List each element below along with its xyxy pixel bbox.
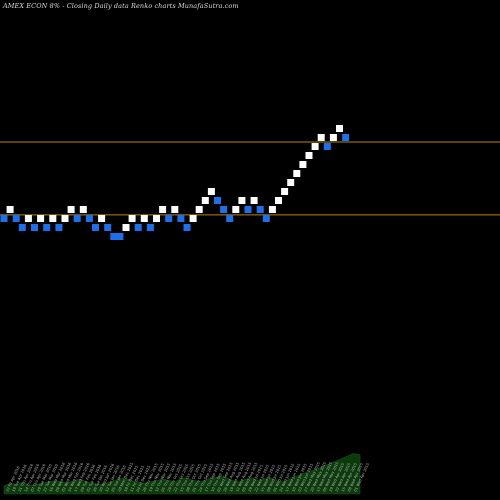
renko-brick-up [268, 206, 276, 213]
volume-area [3, 453, 361, 495]
renko-brick-down [85, 215, 93, 222]
renko-brick-down [110, 233, 118, 240]
renko-brick-down [31, 224, 38, 231]
renko-brick-down [214, 197, 221, 204]
renko-brick-up [98, 215, 106, 222]
renko-brick-down [226, 215, 234, 222]
renko-brick-up [6, 206, 14, 213]
renko-brick-up [79, 206, 87, 213]
renko-brick-down [323, 143, 331, 150]
renko-brick-up [171, 206, 179, 213]
renko-brick-up [293, 170, 301, 177]
renko-brick-down [116, 233, 124, 240]
renko-brick-up [329, 134, 337, 141]
renko-brick-up [305, 152, 313, 159]
renko-brick-up [232, 206, 240, 213]
renko-brick-up [61, 215, 69, 222]
renko-brick-up [238, 197, 246, 204]
renko-bricks [0, 125, 350, 240]
renko-brick-up [317, 134, 325, 141]
renko-brick-down [165, 215, 173, 222]
renko-brick-down [55, 224, 63, 231]
renko-brick-up [281, 188, 289, 195]
renko-brick-down [256, 206, 264, 213]
renko-brick-down [92, 224, 99, 231]
renko-brick-up [122, 224, 130, 231]
renko-brick-down [134, 224, 142, 231]
renko-brick-up [195, 206, 203, 213]
renko-brick-down [177, 215, 185, 222]
renko-brick-up [24, 215, 32, 222]
renko-brick-down [0, 215, 8, 222]
renko-brick-up [189, 215, 197, 222]
renko-brick-up [250, 197, 258, 204]
renko-brick-up [287, 179, 295, 186]
renko-brick-down [244, 206, 252, 213]
renko-brick-up [275, 197, 282, 204]
renko-brick-up [49, 215, 57, 222]
renko-brick-up [153, 215, 160, 222]
renko-brick-down [183, 224, 191, 231]
renko-brick-down [262, 215, 270, 222]
renko-brick-down [220, 206, 228, 213]
renko-brick-up [201, 197, 209, 204]
renko-brick-up [299, 161, 307, 168]
level-lines [0, 141, 500, 216]
renko-brick-up [336, 125, 343, 132]
renko-brick-down [12, 215, 20, 222]
renko-brick-up [207, 188, 215, 195]
renko-brick-down [43, 224, 51, 231]
renko-brick-up [128, 215, 136, 222]
renko-brick-down [342, 134, 350, 141]
renko-brick-down [146, 224, 154, 231]
chart-title: AMEX ECON 8% - Closing Daily data Renko … [3, 2, 239, 10]
renko-brick-down [18, 224, 26, 231]
renko-brick-up [140, 215, 148, 222]
volume-area-shape [3, 453, 361, 495]
renko-brick-up [159, 206, 167, 213]
renko-brick-up [37, 215, 45, 222]
renko-brick-down [73, 215, 81, 222]
renko-brick-down [104, 224, 112, 231]
renko-brick-up [67, 206, 75, 213]
renko-brick-up [311, 143, 319, 150]
